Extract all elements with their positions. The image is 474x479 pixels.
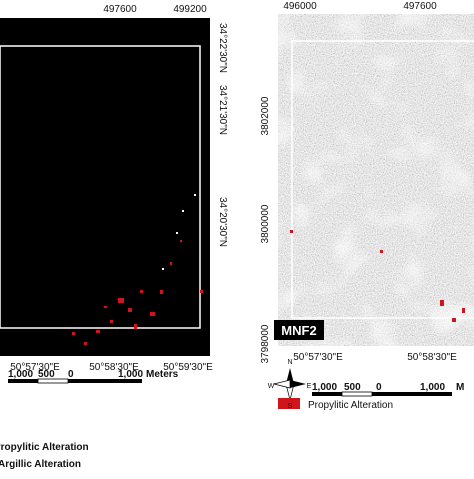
legend-swatch bbox=[278, 398, 300, 409]
longitude-label: 50°58'30"E bbox=[89, 362, 139, 373]
northing-label: 3802000 bbox=[260, 96, 271, 135]
legend-label: Propylitic Alteration bbox=[0, 442, 89, 453]
scale-bar-left bbox=[8, 378, 142, 384]
panel-label: MNF2 bbox=[281, 323, 316, 338]
panel-label-box bbox=[274, 320, 324, 340]
right-alteration-pixels bbox=[290, 230, 465, 322]
left-map-frame bbox=[0, 45, 201, 329]
scale-label: 500 bbox=[38, 369, 55, 380]
scale-label: 1,000 bbox=[312, 382, 337, 393]
longitude-label: 50°57'30"E bbox=[10, 362, 60, 373]
easting-label: 496000 bbox=[283, 1, 317, 12]
north-arrow-label: S bbox=[288, 403, 293, 410]
latitude-label: 34°22'30"N bbox=[217, 23, 228, 73]
scale-label: 0 bbox=[68, 369, 74, 380]
legend-label: Propylitic Alteration bbox=[308, 400, 393, 411]
longitude-label: 50°59'30"E bbox=[163, 362, 213, 373]
scale-label: M bbox=[456, 382, 464, 393]
alteration-pixels bbox=[72, 240, 203, 345]
scale-label: 0 bbox=[376, 382, 382, 393]
right-map-frame bbox=[291, 40, 474, 319]
scale-label: 1,000 bbox=[420, 382, 445, 393]
scale-label: Meters bbox=[146, 369, 179, 380]
easting-label: 497600 bbox=[103, 4, 137, 15]
argillic-pixels bbox=[162, 194, 196, 270]
north-arrow bbox=[273, 368, 306, 401]
northing-label: 3800000 bbox=[260, 204, 271, 243]
north-arrow-label: W bbox=[268, 383, 275, 390]
northing-label: 3798000 bbox=[260, 324, 271, 363]
longitude-label: 50°57'30"E bbox=[293, 352, 343, 363]
north-arrow-label: E bbox=[307, 383, 312, 390]
north-arrow-label: N bbox=[287, 359, 292, 366]
latitude-label: 34°21'30"N bbox=[217, 85, 228, 135]
scale-label: 1,000 bbox=[118, 369, 143, 380]
legend-label: Argillic Alteration bbox=[0, 459, 81, 470]
latitude-label: 34°20'30"N bbox=[217, 197, 228, 247]
bright-zones bbox=[278, 14, 474, 346]
scale-bar-right bbox=[312, 391, 452, 397]
longitude-label: 50°58'30"E bbox=[407, 352, 457, 363]
left-map-image bbox=[0, 18, 210, 356]
scale-label: 1,000 bbox=[8, 369, 33, 380]
scale-label: 500 bbox=[344, 382, 361, 393]
easting-label: 499200 bbox=[173, 4, 207, 15]
easting-label: 497600 bbox=[403, 1, 437, 12]
